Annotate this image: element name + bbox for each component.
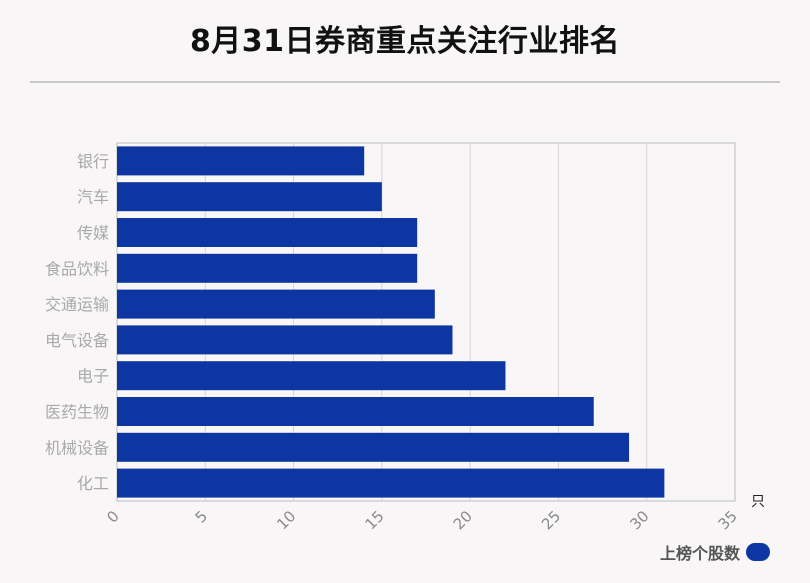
bar [117, 182, 382, 212]
bar [117, 146, 365, 176]
bar [117, 253, 418, 283]
x-tick-label: 20 [450, 507, 476, 533]
x-tick-label: 5 [192, 507, 211, 526]
legend-swatch [746, 543, 770, 561]
x-tick-label: 30 [626, 507, 652, 533]
category-label: 传媒 [77, 224, 109, 243]
legend: 上榜个股数 [660, 540, 770, 564]
page-title: 8月31日券商重点关注行业排名 [189, 24, 621, 59]
x-unit-label: 只 [751, 494, 765, 510]
bar [117, 432, 630, 462]
bar [117, 325, 453, 355]
category-label: 机械设备 [45, 438, 109, 457]
category-label: 电气设备 [45, 331, 109, 350]
plot-frame [116, 142, 736, 502]
bar [117, 361, 506, 391]
bar [117, 218, 418, 247]
category-label: 医药生物 [45, 403, 109, 422]
category-label: 汽车 [77, 188, 109, 207]
bar [117, 468, 665, 498]
title-divider [30, 81, 780, 83]
x-tick-label: 10 [273, 507, 299, 533]
x-tick-label: 15 [361, 507, 387, 533]
x-tick-label: 35 [715, 507, 741, 533]
category-label: 电子 [77, 367, 109, 386]
category-label: 交通运输 [45, 295, 109, 314]
category-label: 化工 [77, 474, 109, 493]
bar [117, 289, 435, 319]
category-label: 银行 [77, 152, 109, 171]
legend-label: 上榜个股数 [659, 544, 740, 563]
x-tick-label: 0 [103, 507, 122, 526]
x-tick-label: 25 [538, 507, 564, 533]
bar [117, 397, 594, 426]
category-label: 食品饮料 [45, 259, 109, 278]
